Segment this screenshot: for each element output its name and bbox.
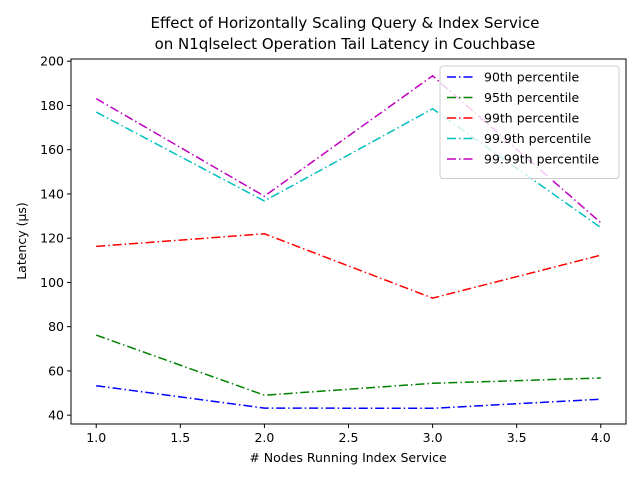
legend-label-3: 99.9th percentile	[484, 131, 591, 146]
legend-label-1: 95th percentile	[484, 90, 580, 105]
y-tick-label: 160	[40, 142, 64, 157]
y-tick-label: 40	[48, 408, 64, 423]
y-tick-label: 200	[40, 54, 64, 69]
y-tick-label: 100	[40, 275, 64, 290]
y-tick-label: 180	[40, 98, 64, 113]
y-tick-label: 120	[40, 231, 64, 246]
chart-title-line-1: Effect of Horizontally Scaling Query & I…	[151, 14, 540, 32]
series-line-0	[96, 384, 601, 410]
y-tick-label: 80	[48, 319, 64, 334]
series-line-1	[95, 334, 601, 396]
x-tick-label: 3.5	[507, 430, 527, 445]
x-axis-label: # Nodes Running Index Service	[249, 450, 447, 465]
legend-label-0: 90th percentile	[484, 70, 580, 85]
x-tick-label: 3.0	[423, 430, 443, 445]
y-tick-label: 140	[40, 186, 64, 201]
legend-box	[439, 65, 620, 179]
x-tick-label: 1.5	[170, 430, 190, 445]
x-tick-label: 2.0	[254, 430, 274, 445]
y-axis-label: Latency (µs)	[14, 202, 29, 280]
legend: 90th percentile 95th percentile 99th perce…	[439, 65, 620, 179]
x-tick-label: 4.0	[591, 430, 611, 445]
legend-label-2: 99th percentile	[484, 111, 580, 126]
x-tick-label: 1.0	[86, 430, 106, 445]
legend-label-4: 99.99th percentile	[484, 152, 599, 167]
x-tick-label: 2.5	[339, 430, 359, 445]
chart-title-line-2: on N1qlselect Operation Tail Latency in …	[155, 35, 536, 53]
y-tick-label: 60	[48, 363, 64, 378]
series-line-2	[96, 233, 601, 299]
